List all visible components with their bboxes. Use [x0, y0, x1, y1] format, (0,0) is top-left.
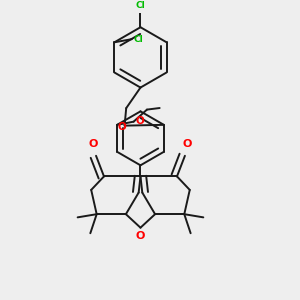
Text: O: O	[136, 116, 144, 126]
Text: Cl: Cl	[136, 1, 146, 10]
Text: O: O	[183, 139, 192, 149]
Text: O: O	[136, 231, 145, 241]
Text: O: O	[118, 122, 126, 132]
Text: O: O	[89, 139, 98, 149]
Text: Cl: Cl	[134, 34, 143, 43]
